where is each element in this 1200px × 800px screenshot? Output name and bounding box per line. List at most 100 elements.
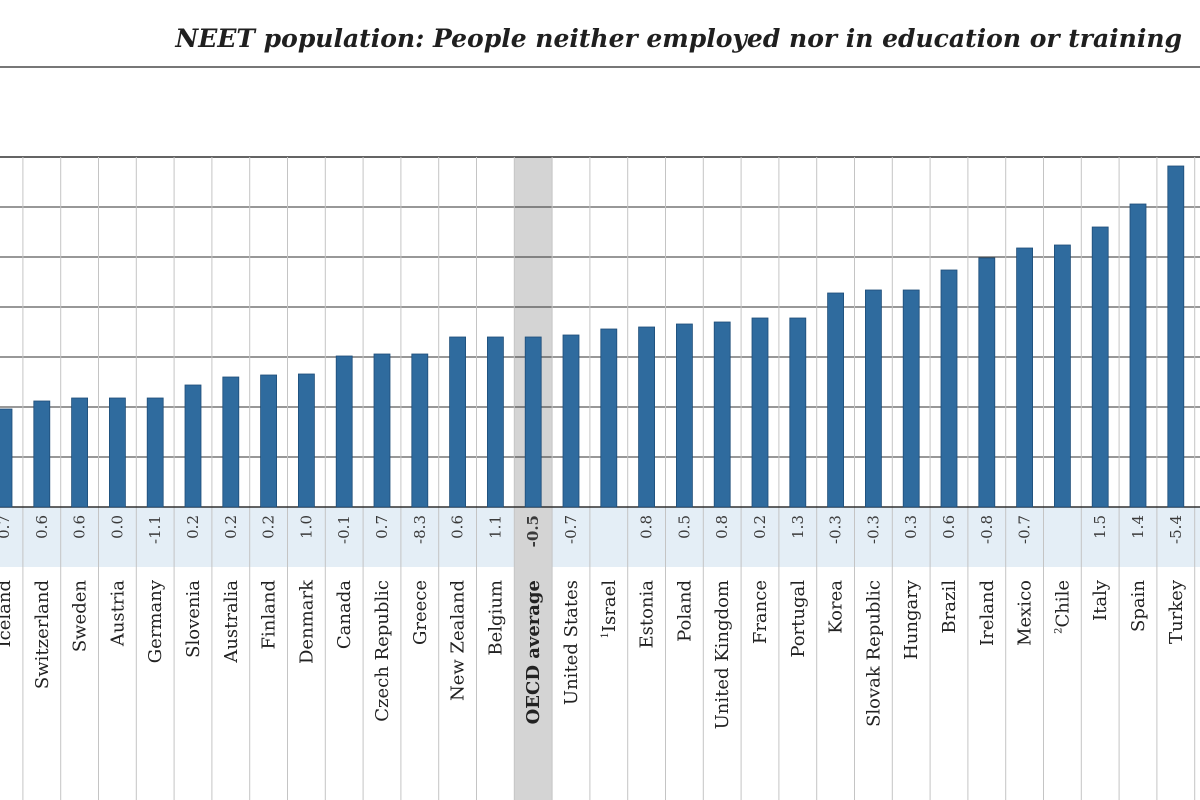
tick-superscript: 1 [600, 632, 611, 638]
tick-label: United Kingdom [712, 580, 733, 729]
tick-label: Spain [1128, 580, 1149, 632]
bar [600, 328, 618, 508]
bar [713, 321, 731, 508]
change-labels: 0.7 0.6 0.6 0.0 -1.1 0.2 0.2 0.2 1.0 -0.1 0.7 -8.3 0… [0, 515, 1185, 547]
tick-label: Italy [1090, 579, 1111, 621]
bar [789, 317, 807, 508]
bar [902, 289, 920, 508]
change-label: 0.7 [373, 515, 391, 539]
tick-label: Czech Republic [372, 580, 393, 722]
bar [184, 384, 202, 508]
tick-label: Switzerland [32, 580, 53, 689]
change-label: 0.6 [449, 515, 467, 539]
change-label: 0.2 [751, 515, 769, 539]
country-labels: Iceland Switzerland Sweden Austria Germany Sl… [0, 579, 1187, 729]
bar [978, 257, 996, 508]
tick-label: Belgium [485, 580, 506, 656]
change-value-band [0, 507, 1200, 567]
change-label: 0.0 [108, 515, 126, 539]
change-label: 0.5 [675, 515, 693, 539]
tick-label: 1Israel [599, 580, 620, 639]
tick-label: Estonia [637, 580, 658, 649]
change-label: 1.3 [789, 515, 807, 539]
tick-superscript: 2 [1053, 628, 1064, 634]
tick-label: Iceland [0, 580, 15, 647]
tick-label: 2Chile [1052, 580, 1073, 634]
tick-label: Mexico [1015, 580, 1036, 646]
bar [0, 408, 13, 508]
bar [1054, 244, 1071, 508]
bar [1091, 226, 1109, 508]
bar [486, 336, 504, 508]
change-label: 1.5 [1091, 515, 1109, 539]
bar [260, 374, 278, 508]
tick-label: Austria [107, 580, 128, 647]
bar [411, 353, 429, 508]
change-label: 0.8 [638, 515, 656, 539]
tick-label: Turkey [1166, 579, 1187, 644]
bar [335, 355, 353, 508]
tick-label: Australia [221, 580, 242, 664]
change-label: -0.3 [827, 515, 845, 544]
change-label: -1.1 [146, 515, 164, 544]
bar [1016, 247, 1033, 508]
bars [0, 165, 1185, 508]
tick-label: New Zealand [448, 580, 469, 701]
tick-label: Greece [410, 580, 431, 645]
bar [222, 376, 240, 508]
change-label: -0.5 [524, 515, 542, 547]
change-label: -8.3 [411, 515, 429, 544]
bar [638, 326, 655, 508]
change-label: 0.2 [260, 515, 278, 539]
tick-label: OECD average [523, 580, 544, 724]
change-label: -0.7 [562, 515, 580, 544]
tick-label: Sweden [70, 580, 91, 653]
change-label: 0.8 [713, 515, 731, 539]
bar [827, 292, 844, 508]
tick-label: Poland [674, 580, 695, 642]
tick-label: Hungary [901, 579, 922, 660]
change-label: 1.1 [486, 515, 504, 539]
change-label: 1.4 [1129, 515, 1147, 539]
tick-label: France [750, 580, 771, 644]
change-label: 0.6 [71, 515, 89, 539]
bar [751, 317, 769, 508]
change-label: 0.2 [184, 515, 202, 539]
bar [940, 269, 958, 508]
change-label: -0.8 [978, 515, 996, 544]
tick-label-text: Israel [599, 580, 620, 632]
bar [562, 334, 580, 508]
change-label: 0.6 [940, 515, 958, 539]
change-label: -0.7 [1016, 515, 1034, 544]
tick-label: Denmark [296, 579, 317, 664]
chart-title: NEET population: People neither employed… [174, 24, 1182, 53]
change-label: 0.6 [33, 515, 51, 539]
tick-label: Brazil [939, 580, 960, 634]
tick-label: Slovak Republic [863, 580, 884, 727]
tick-label-text: Chile [1052, 580, 1073, 628]
tick-label: United States [561, 580, 582, 705]
change-label: 0.7 [0, 515, 13, 539]
bar [373, 353, 391, 508]
gridlines [0, 156, 1200, 800]
bar [676, 323, 693, 508]
tick-label: Canada [334, 580, 355, 649]
bar [109, 397, 126, 508]
tick-label: Ireland [977, 580, 998, 646]
bar [71, 397, 88, 508]
bar [865, 289, 882, 508]
change-label: -5.4 [1167, 515, 1185, 544]
tick-label: Finland [259, 580, 280, 649]
bar [524, 336, 542, 508]
tick-label: Germany [145, 579, 166, 663]
change-label: 0.2 [222, 515, 240, 539]
change-label: -0.3 [864, 515, 882, 544]
bar [1167, 165, 1185, 508]
tick-label: Slovenia [183, 580, 204, 658]
bar [1129, 203, 1147, 508]
bar [297, 373, 315, 508]
tick-label: Korea [826, 580, 847, 634]
change-label: 0.3 [902, 515, 920, 539]
tick-label: Portugal [788, 580, 809, 658]
bar [449, 336, 467, 508]
